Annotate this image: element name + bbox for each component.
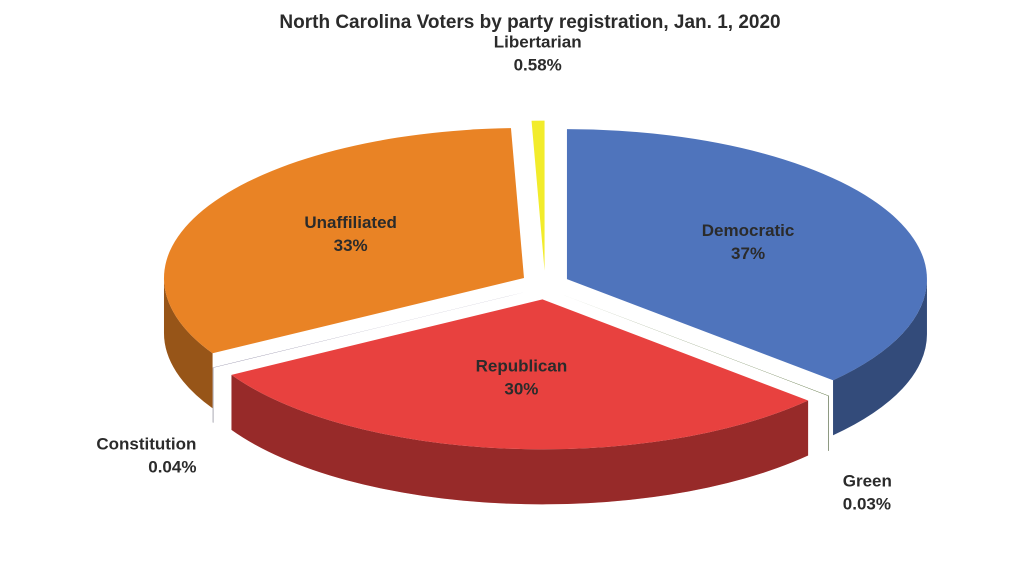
slice-side [163, 278, 213, 409]
slice-side [231, 374, 809, 505]
slice-value-label: 33% [334, 236, 368, 255]
slice-side-shade [163, 278, 213, 409]
slice-label: Unaffiliated [304, 213, 397, 232]
slice-label: Green [843, 472, 892, 491]
slice-value-label: 30% [504, 379, 538, 398]
slice [163, 128, 524, 354]
slice [562, 294, 829, 396]
labels: Democratic 37% Green 0.03% Republican 30% Cons… [96, 33, 892, 514]
slice [212, 292, 525, 368]
slice [231, 299, 809, 450]
slice-side [833, 279, 927, 436]
slice [566, 129, 927, 381]
slice-value-label: 37% [731, 244, 765, 263]
chart-title: North Carolina Voters by party registrat… [279, 12, 780, 33]
slice-label: Constitution [96, 434, 196, 453]
slice-sides [163, 278, 927, 505]
slice-tops [163, 120, 927, 450]
slice-side-shade [833, 279, 927, 436]
slice-side-shade [231, 374, 809, 505]
slice-label: Libertarian [494, 33, 582, 52]
slice-label: Republican [476, 356, 568, 375]
slice-label: Democratic [702, 221, 795, 240]
slice-value-label: 0.04% [148, 457, 196, 476]
slice [531, 120, 545, 271]
slice-value-label: 0.58% [514, 56, 562, 75]
slice-value-label: 0.03% [843, 495, 891, 514]
